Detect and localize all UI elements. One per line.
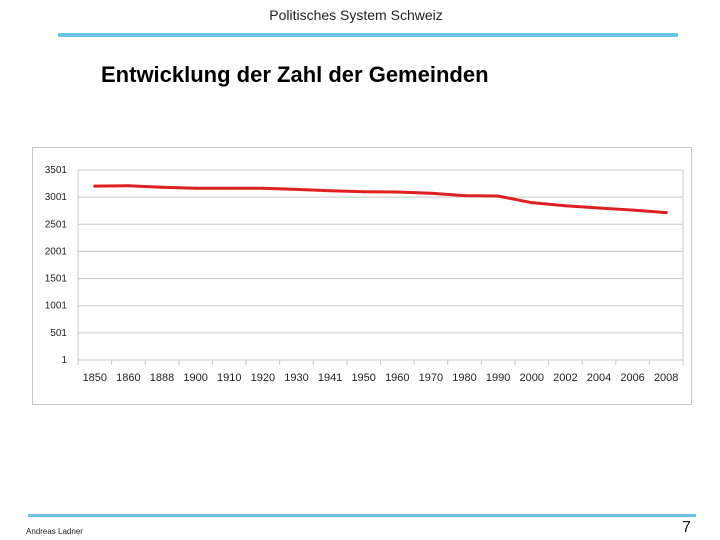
x-tick-label: 1960 (385, 372, 409, 384)
data-point (227, 186, 231, 190)
data-point (429, 191, 433, 195)
header-title: Politisches System Schweiz (269, 7, 443, 23)
slide-title: Entwicklung der Zahl der Gemeinden (101, 62, 489, 87)
data-point (496, 194, 500, 198)
x-tick-label: 2002 (553, 372, 577, 384)
data-point (597, 206, 601, 210)
x-tick-label: 1850 (83, 372, 107, 384)
x-tick-label: 2000 (520, 372, 544, 384)
author-name: Andreas Ladner (26, 527, 83, 536)
y-tick-label: 501 (50, 328, 67, 339)
x-tick-label: 2004 (587, 372, 611, 384)
header-divider (58, 33, 678, 37)
data-point (328, 189, 332, 193)
data-point (126, 184, 130, 188)
data-point (563, 204, 567, 208)
series-line (93, 184, 668, 215)
footer-divider (28, 514, 696, 517)
data-point (93, 184, 97, 188)
y-tick-label: 3001 (45, 192, 68, 203)
y-tick-label: 1001 (45, 301, 68, 312)
y-tick-label: 2001 (45, 246, 68, 257)
data-point (194, 186, 198, 190)
x-tick-label: 1980 (452, 372, 476, 384)
x-tick-label: 1910 (217, 372, 241, 384)
data-point (395, 190, 399, 194)
y-tick-label: 1 (61, 355, 67, 366)
x-tick-label: 1970 (419, 372, 443, 384)
data-point (664, 211, 668, 215)
x-tick-label: 1990 (486, 372, 510, 384)
x-tick-label: 2008 (654, 372, 678, 384)
chart-frame: 1 501 1001 1501 2001 2501 3001 3501 1850 1860 1888… (32, 147, 692, 405)
x-tick-label: 1941 (318, 372, 342, 384)
page-number: 7 (682, 519, 691, 536)
x-tick-label: 1950 (351, 372, 375, 384)
data-point (160, 185, 164, 189)
y-tick-label: 1501 (45, 274, 68, 285)
data-point (294, 187, 298, 191)
x-tick-label: 1930 (284, 372, 308, 384)
x-tick-label: 2006 (620, 372, 644, 384)
x-tick-label: 1900 (183, 372, 207, 384)
y-tick-label: 2501 (45, 219, 68, 230)
data-point (530, 201, 534, 205)
data-point (463, 194, 467, 198)
x-tick-label: 1888 (150, 372, 174, 384)
y-tick-label: 3501 (45, 165, 68, 176)
x-tick-label: 1860 (116, 372, 140, 384)
x-tick-label: 1920 (251, 372, 275, 384)
data-point (261, 186, 265, 190)
data-point (631, 208, 635, 212)
data-point (362, 190, 366, 194)
